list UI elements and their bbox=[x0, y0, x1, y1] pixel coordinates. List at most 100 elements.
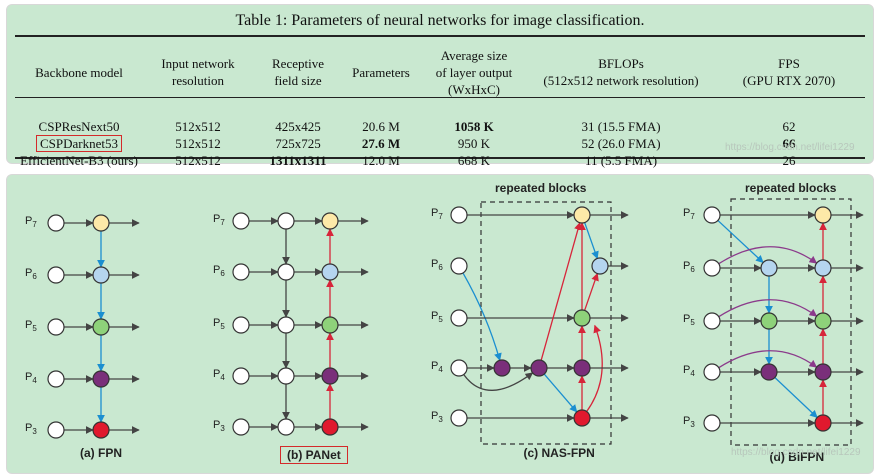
level-label-index: 4 bbox=[220, 373, 225, 383]
level-label: P5 bbox=[431, 310, 443, 324]
input-node bbox=[450, 257, 468, 275]
table-body: CSPResNext50 512x512 425x425 20.6 M 1058 K 31… bbox=[15, 101, 865, 169]
level-label: P7 bbox=[683, 207, 695, 221]
repeated-block-frame bbox=[480, 201, 612, 445]
cross-scale-arrow bbox=[463, 372, 534, 391]
cell-value: 950 K bbox=[457, 136, 491, 151]
table-cell: 950 K bbox=[419, 135, 529, 152]
level-label-letter: P bbox=[683, 207, 691, 219]
level-label-letter: P bbox=[213, 213, 221, 225]
fpn-node bbox=[92, 318, 110, 336]
table-cell: 512x512 bbox=[143, 152, 253, 169]
level-label: P5 bbox=[683, 313, 695, 327]
fpn-node bbox=[92, 370, 110, 388]
cell-value: 12.0 M bbox=[362, 153, 400, 168]
table-cell: 668 K bbox=[419, 152, 529, 169]
cell-value: 27.6 M bbox=[361, 136, 401, 151]
table-header-row: Backbone model Input network resolution Rec… bbox=[15, 43, 865, 101]
level-label-letter: P bbox=[431, 258, 439, 270]
cell-value: 668 K bbox=[457, 153, 491, 168]
feature-network-figure-panel: P7 P6 P5 P4 P3 (a) FPN P7 P6 P5 P4 P3 (b) PANet repe… bbox=[6, 174, 874, 474]
level-label-index: 6 bbox=[32, 272, 37, 282]
panel-label-fpn: (a) FPN bbox=[80, 446, 122, 460]
input-node bbox=[47, 370, 65, 388]
level-label-index: 6 bbox=[438, 263, 443, 273]
input-node bbox=[232, 367, 250, 385]
input-node bbox=[450, 359, 468, 377]
cell-value: 52 (26.0 FMA) bbox=[581, 136, 661, 151]
level-label: P4 bbox=[683, 364, 695, 378]
input-node bbox=[232, 212, 250, 230]
column-header: BFLOPs (512x512 network resolution) bbox=[529, 43, 713, 101]
level-label-letter: P bbox=[25, 371, 33, 383]
top-down-arrow bbox=[774, 377, 818, 419]
table-cell: 12.0 M bbox=[343, 152, 419, 169]
column-header: Backbone model bbox=[15, 43, 143, 101]
cell-value: 512x512 bbox=[175, 119, 221, 134]
table-cell: 512x512 bbox=[143, 118, 253, 135]
top-down-arrow bbox=[584, 222, 599, 260]
column-header-line: Backbone model bbox=[35, 64, 123, 80]
level-label-letter: P bbox=[213, 317, 221, 329]
table-cell: 425x425 bbox=[253, 118, 343, 135]
column-header-line: (512x512 network resolution) bbox=[543, 73, 699, 88]
cell-value: 512x512 bbox=[175, 153, 221, 168]
column-header-line: field size bbox=[274, 73, 322, 88]
intermediate-node bbox=[277, 263, 295, 281]
cell-value: 62 bbox=[782, 119, 796, 134]
level-label: P6 bbox=[431, 258, 443, 272]
level-label-index: 7 bbox=[32, 220, 37, 230]
nas-fpn-node bbox=[573, 206, 591, 224]
nodes bbox=[47, 206, 832, 439]
bifpn-intermediate-node bbox=[760, 259, 778, 277]
input-node bbox=[450, 309, 468, 327]
panet-node bbox=[321, 418, 339, 436]
intermediate-node bbox=[277, 367, 295, 385]
input-node bbox=[450, 206, 468, 224]
table-cell: 31 (15.5 FMA) bbox=[529, 118, 713, 135]
level-label-letter: P bbox=[431, 360, 439, 372]
level-label-letter: P bbox=[683, 313, 691, 325]
level-label-letter: P bbox=[213, 264, 221, 276]
column-header-line: resolution bbox=[172, 73, 224, 88]
fpn-node bbox=[92, 421, 110, 439]
table-top-rule bbox=[15, 35, 865, 37]
bifpn-output-node bbox=[814, 363, 832, 381]
intermediate-node bbox=[277, 212, 295, 230]
bifpn-output-node bbox=[814, 206, 832, 224]
level-label-index: 3 bbox=[220, 424, 225, 434]
intermediate-node bbox=[277, 316, 295, 334]
cell-value: 1058 K bbox=[454, 119, 494, 134]
panet-node bbox=[321, 367, 339, 385]
level-label-letter: P bbox=[431, 207, 439, 219]
model-name: CSPDarknet53 bbox=[36, 135, 122, 152]
level-label-index: 5 bbox=[690, 318, 695, 328]
column-header-line: Receptive bbox=[272, 56, 324, 71]
table-cell: 27.6 M bbox=[343, 135, 419, 152]
cell-value: 66 bbox=[782, 136, 796, 151]
nas-fpn-node bbox=[573, 409, 591, 427]
column-header-line: Input network bbox=[161, 56, 235, 71]
level-label-index: 3 bbox=[438, 415, 443, 425]
parameters-table-panel: Table 1: Parameters of neural networks f… bbox=[6, 4, 874, 168]
level-label-index: 7 bbox=[690, 212, 695, 222]
spacer-row bbox=[15, 101, 865, 118]
cross-scale-arrow bbox=[540, 221, 582, 361]
cell-value: 425x425 bbox=[275, 119, 321, 134]
level-label-index: 5 bbox=[32, 324, 37, 334]
level-label-letter: P bbox=[25, 319, 33, 331]
input-node bbox=[47, 318, 65, 336]
cell-value: 26 bbox=[782, 153, 796, 168]
table-row: EfficientNet-B3 (ours) 512x512 1311x1311 12… bbox=[15, 152, 865, 169]
skip-connection-arrow bbox=[718, 246, 818, 265]
edges bbox=[64, 211, 864, 434]
input-node bbox=[232, 316, 250, 334]
input-node bbox=[47, 421, 65, 439]
level-label-letter: P bbox=[213, 368, 221, 380]
panet-node bbox=[321, 263, 339, 281]
level-label: P7 bbox=[25, 215, 37, 229]
column-header: Average size of layer output (WxHxC) bbox=[419, 43, 529, 101]
input-node bbox=[703, 259, 721, 277]
level-label-index: 7 bbox=[220, 218, 225, 228]
repeated-blocks-label: repeated blocks bbox=[495, 181, 587, 195]
